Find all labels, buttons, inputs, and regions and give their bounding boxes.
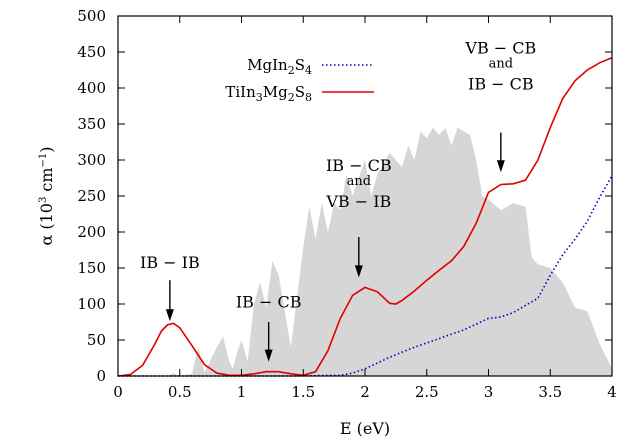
annotation-arrow-head [165,309,174,322]
legend-label-part: MgIn [247,56,288,74]
y-axis-label: α (103 cm−1) [37,146,56,245]
y-tick-label: 150 [77,259,106,277]
legend-label-part: 8 [305,91,312,104]
annotation-text: IB − IB [140,253,200,272]
y-axis-label-part: α (10 [37,203,56,246]
series-layer [117,57,613,377]
y-axis-label-part: cm [37,167,56,196]
x-axis-label: E (eV) [340,419,390,438]
y-tick-label: 400 [77,79,106,97]
y-axis-label-part: 3 [38,197,49,203]
legend-label-1: MgIn2S4 [247,56,312,77]
y-tick-label: 350 [77,115,106,133]
ticks-layer: 0 0.5 1 1.5 2 2.5 3 3.5 4 0 50 100 150 200 250 300 350 40… [77,7,616,401]
legend-label-part: S [295,56,305,74]
annotation-text: and [347,174,371,189]
legend-label-part: TiIn [225,83,256,101]
series-line-1 [118,175,613,377]
x-tick-label: 2 [360,383,370,401]
x-tick-label: 0.5 [168,383,192,401]
series-line-2 [117,57,613,377]
annotation-arrow-head [354,265,363,278]
y-tick-label: 200 [77,223,106,241]
legend-label-2: TiIn3Mg2S8 [225,83,312,104]
x-tick-label: 4 [607,383,617,401]
annotation-text: VB − IB [325,192,391,211]
dos-background-layer [118,127,612,376]
y-tick-label: 0 [96,367,106,385]
legend-label-part: 4 [305,64,312,77]
x-tick-label: 2.5 [415,383,439,401]
x-tick-label: 1.5 [291,383,315,401]
annotation-text: IB − CB [326,156,392,175]
annotation-text: and [489,56,513,71]
dos-background-area [118,127,612,376]
x-tick-label: 3.5 [538,383,562,401]
annotation-text: IB − CB [236,293,302,312]
legend-label-part: 3 [256,91,263,104]
y-tick-label: 450 [77,43,106,61]
legend-label-part: 2 [288,64,295,77]
x-tick-label: 1 [237,383,247,401]
legend-label-part: S [295,83,305,101]
y-tick-label: 50 [87,331,106,349]
legend-label-part: 2 [288,91,295,104]
annotation-text: VB − CB [464,38,536,57]
x-tick-label: 3 [484,383,494,401]
y-tick-label: 300 [77,151,106,169]
annotation-text: IB − CB [468,74,534,93]
y-tick-label: 100 [77,295,106,313]
y-axis-label-part: ) [37,146,56,152]
x-tick-label: 0 [113,383,123,401]
y-tick-label: 500 [77,7,106,25]
y-tick-label: 250 [77,187,106,205]
annotation-arrow-head [264,349,273,362]
legend-label-part: Mg [263,83,288,101]
y-axis-label-part: −1 [38,153,49,168]
annotation-arrow-head [496,160,505,173]
